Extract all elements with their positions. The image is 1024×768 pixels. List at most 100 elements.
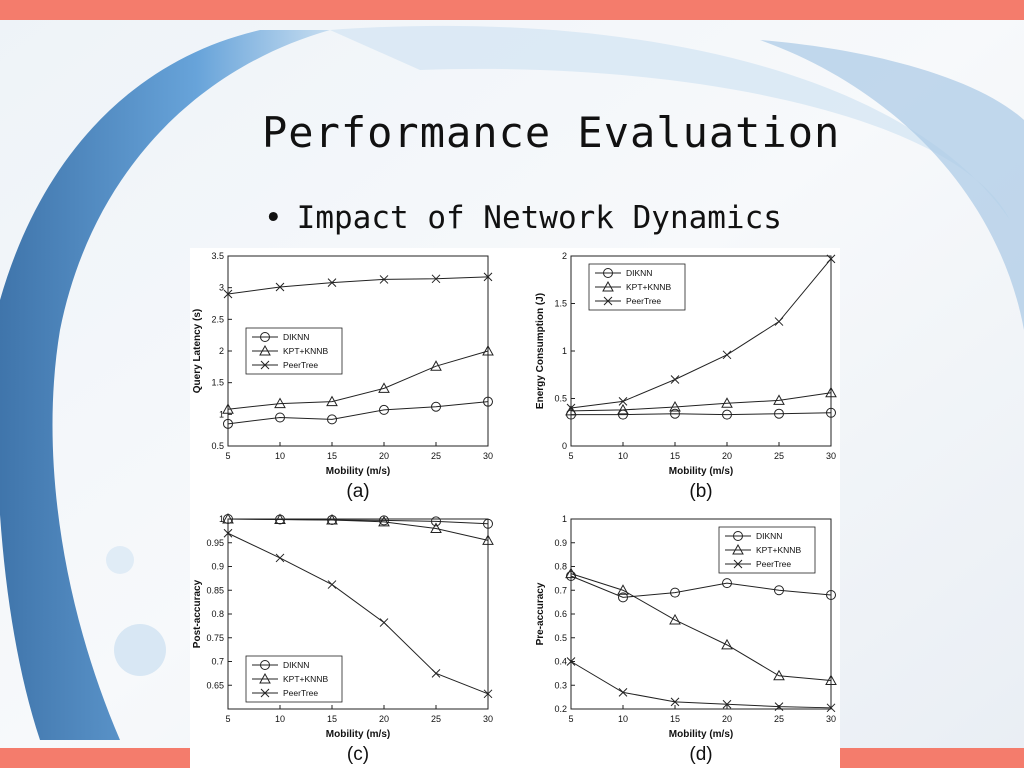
data-point bbox=[430, 360, 442, 371]
data-point bbox=[483, 396, 493, 407]
series-line-peertree bbox=[570, 258, 832, 409]
y-tick-label: 2 bbox=[562, 251, 567, 261]
data-point bbox=[617, 403, 629, 415]
data-point bbox=[669, 613, 681, 625]
series-line-peertree bbox=[227, 276, 489, 295]
chart-1: 5 10 15 20 25 30 0.5 1 1.5 2 2.5 3 3.5 Mobility (m/s)… bbox=[192, 251, 494, 502]
legend: DIKNN KPT+KNNB PeerTree bbox=[245, 655, 343, 703]
data-point bbox=[379, 275, 389, 284]
chart-caption: (d) bbox=[689, 744, 712, 765]
data-point bbox=[670, 587, 680, 598]
legend-label: KPT+KNNB bbox=[756, 545, 801, 555]
y-tick-label: 0.5 bbox=[211, 441, 224, 451]
y-tick-label: 0.3 bbox=[554, 680, 567, 690]
data-point bbox=[670, 408, 680, 419]
bullet-marker: • bbox=[264, 200, 283, 236]
x-tick-label: 10 bbox=[618, 451, 628, 461]
top-accent-stripe bbox=[0, 0, 1024, 20]
y-tick-label: 1 bbox=[562, 346, 567, 356]
data-point bbox=[618, 396, 628, 406]
data-point bbox=[431, 274, 441, 284]
bullet-text: Impact of Network Dynamics bbox=[296, 200, 782, 236]
x-tick-label: 15 bbox=[327, 714, 337, 724]
data-point bbox=[482, 534, 494, 545]
series-line-diknn bbox=[227, 401, 489, 425]
y-tick-label: 0.8 bbox=[211, 609, 224, 619]
y-tick-label: 1.5 bbox=[554, 299, 567, 309]
data-point bbox=[826, 407, 836, 418]
y-tick-label: 2 bbox=[219, 346, 224, 356]
data-point bbox=[566, 403, 576, 413]
data-point bbox=[378, 382, 390, 393]
y-tick-label: 0.95 bbox=[206, 538, 224, 548]
legend-label: DIKNN bbox=[756, 531, 782, 541]
y-tick-label: 0.5 bbox=[554, 394, 567, 404]
legend-label: PeerTree bbox=[626, 296, 661, 306]
data-point bbox=[670, 697, 680, 707]
x-tick-label: 30 bbox=[826, 451, 836, 461]
data-point bbox=[483, 518, 493, 529]
chart-caption: (a) bbox=[346, 481, 369, 502]
y-axis-label: Post-accuracy bbox=[192, 579, 203, 648]
x-tick-label: 20 bbox=[379, 451, 389, 461]
data-point bbox=[566, 657, 576, 666]
y-tick-label: 0.75 bbox=[206, 633, 224, 643]
data-point bbox=[275, 553, 285, 563]
y-tick-label: 1.5 bbox=[211, 378, 224, 388]
chart-4: 5 10 15 20 25 30 0.2 0.3 0.4 0.5 0.6 0.7 0.8 0.9 1 Mobi… bbox=[535, 514, 837, 765]
x-tick-label: 5 bbox=[225, 451, 230, 461]
legend-label: PeerTree bbox=[283, 360, 318, 370]
data-point bbox=[618, 688, 628, 697]
y-tick-label: 0.65 bbox=[206, 680, 224, 690]
data-point bbox=[430, 522, 442, 533]
data-point bbox=[617, 584, 629, 595]
data-point bbox=[722, 409, 732, 420]
legend-label: KPT+KNNB bbox=[283, 674, 328, 684]
y-tick-label: 3.5 bbox=[211, 251, 224, 261]
data-point bbox=[825, 386, 837, 398]
series-line-peertree bbox=[570, 661, 832, 709]
y-axis-label: Energy Consumption (J) bbox=[535, 293, 546, 409]
legend-label: KPT+KNNB bbox=[626, 282, 671, 292]
legend-label: DIKNN bbox=[283, 660, 309, 670]
x-tick-label: 5 bbox=[225, 714, 230, 724]
data-point bbox=[274, 397, 286, 409]
data-point bbox=[774, 408, 784, 419]
legend-label: PeerTree bbox=[756, 559, 791, 569]
data-point bbox=[565, 567, 577, 579]
slide-title: Performance Evaluation bbox=[262, 108, 841, 157]
data-point bbox=[669, 401, 681, 412]
data-point bbox=[326, 513, 338, 525]
data-point bbox=[722, 578, 732, 589]
chart-2: 5 10 15 20 25 30 0 0.5 1 1.5 2 Mobility (m/s) Energy… bbox=[535, 251, 837, 502]
series-line-diknn bbox=[570, 575, 832, 598]
legend-marker bbox=[603, 268, 613, 278]
y-tick-label: 0 bbox=[562, 441, 567, 451]
chart-3: 5 10 15 20 25 30 0.65 0.7 0.75 0.8 0.85 0.9 0.95 1 Mob… bbox=[192, 512, 494, 765]
data-point bbox=[223, 418, 233, 429]
x-axis-label: Mobility (m/s) bbox=[326, 466, 390, 477]
x-tick-label: 25 bbox=[774, 714, 784, 724]
data-point bbox=[618, 592, 628, 603]
legend-marker bbox=[260, 660, 270, 670]
data-point bbox=[275, 412, 285, 423]
data-point bbox=[274, 513, 286, 524]
x-tick-label: 20 bbox=[722, 451, 732, 461]
data-point bbox=[326, 395, 338, 407]
bullet-item: • Impact of Network Dynamics bbox=[264, 200, 782, 236]
legend-marker bbox=[259, 344, 271, 356]
data-point bbox=[825, 674, 837, 685]
series-line-kpt-knnb bbox=[227, 518, 489, 541]
data-point bbox=[483, 272, 493, 282]
data-point bbox=[379, 404, 389, 415]
legend-marker bbox=[260, 360, 270, 370]
legend: DIKNN KPT+KNNB PeerTree bbox=[718, 526, 816, 574]
legend: DIKNN KPT+KNNB PeerTree bbox=[245, 327, 343, 375]
x-axis-label: Mobility (m/s) bbox=[669, 729, 733, 740]
legend-label: DIKNN bbox=[626, 268, 652, 278]
legend-label: KPT+KNNB bbox=[283, 346, 328, 356]
x-tick-label: 15 bbox=[670, 451, 680, 461]
x-tick-label: 25 bbox=[431, 451, 441, 461]
y-tick-label: 1 bbox=[219, 514, 224, 524]
